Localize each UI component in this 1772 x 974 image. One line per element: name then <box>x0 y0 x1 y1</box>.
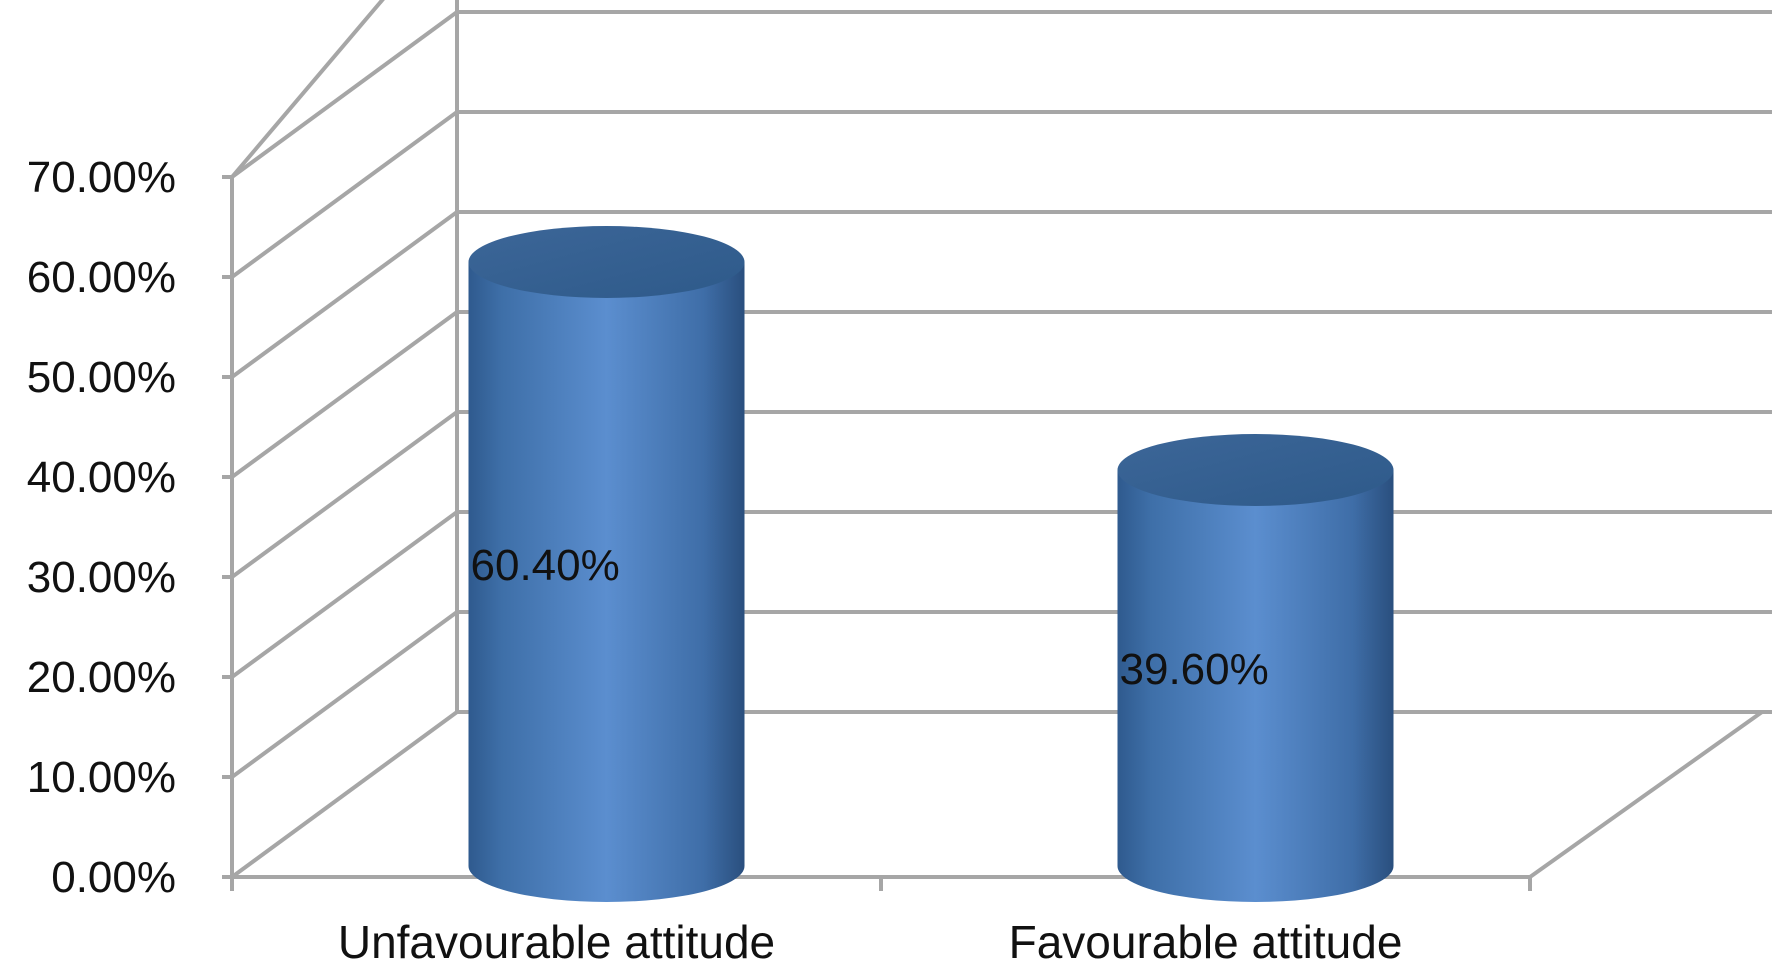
y-tick-label: 60.00% <box>27 253 176 302</box>
side-gridline <box>230 210 459 379</box>
cylinder-top <box>468 226 745 298</box>
y-tick-label: 50.00% <box>27 353 176 402</box>
side-gridline <box>230 10 459 179</box>
side-gridline-top <box>230 0 385 179</box>
cylinder-body <box>468 262 745 902</box>
y-tick-label: 20.00% <box>27 653 176 702</box>
cylinder-bar: 39.60% <box>1117 434 1394 902</box>
side-gridline <box>230 410 459 579</box>
data-label: 39.60% <box>1120 645 1269 694</box>
y-tick-label: 10.00% <box>27 753 176 802</box>
side-gridline <box>230 510 459 679</box>
side-gridline <box>230 110 459 279</box>
y-tick-label: 70.00% <box>27 153 176 202</box>
bars-group: 60.40% 39.60% <box>468 226 1394 902</box>
cylinder-bar: 60.40% <box>468 226 745 902</box>
y-tick-label: 40.00% <box>27 453 176 502</box>
x-axis-categories: Unfavourable attitude Favourable attitude <box>338 916 1403 968</box>
chart-walls <box>230 0 1772 889</box>
cylinder-top <box>1117 434 1394 506</box>
y-tick-label: 0.00% <box>51 853 176 902</box>
side-gridline <box>230 310 459 479</box>
x-category-label: Favourable attitude <box>1009 916 1403 968</box>
data-label: 60.40% <box>471 541 620 590</box>
x-category-label: Unfavourable attitude <box>338 916 775 968</box>
side-gridline <box>230 710 459 879</box>
floor-right-edge <box>1528 710 1764 879</box>
side-gridline <box>230 610 459 779</box>
cylinder-body <box>1117 470 1394 902</box>
y-axis-ticks: 0.00% 10.00% 20.00% 30.00% 40.00% 50.00% 60.00… <box>27 153 1532 902</box>
y-tick-label: 30.00% <box>27 553 176 602</box>
